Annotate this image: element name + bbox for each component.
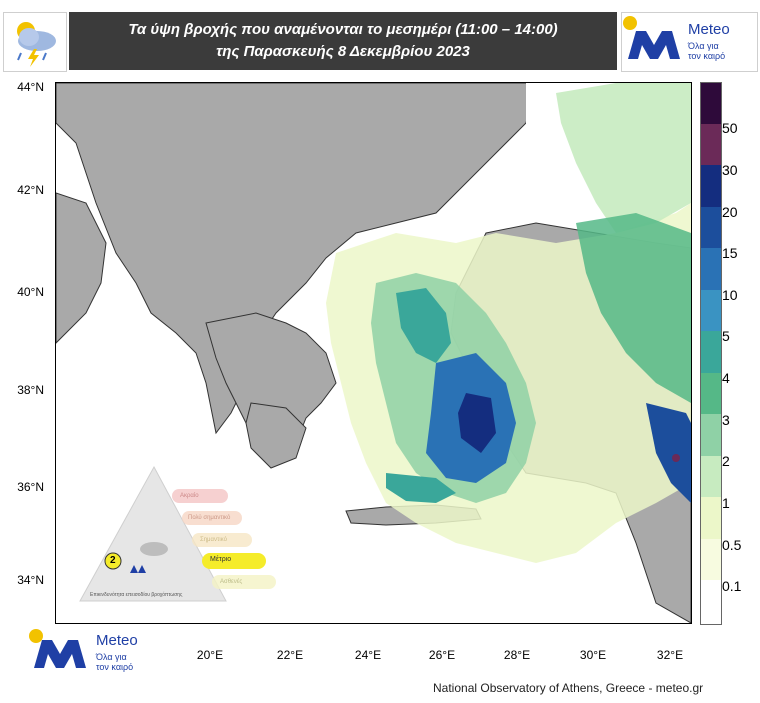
warning-row-5: Ασθενές (220, 579, 243, 585)
warning-row-2: Πολύ σημαντικό (188, 515, 231, 521)
warning-pyramid-graphic (79, 465, 276, 602)
lon-label-22: 22°E (276, 648, 304, 662)
lon-label-30: 30°E (579, 648, 607, 662)
legend-swatch-1 (701, 497, 721, 539)
legend-label-5: 5 (722, 328, 730, 344)
warning-row-3: Σημαντικό (200, 537, 227, 543)
lat-label-40: 40°N (17, 285, 44, 299)
lon-label-26: 26°E (428, 648, 456, 662)
warning-level-number: 2 (110, 555, 116, 566)
legend-label-3: 3 (722, 412, 730, 428)
legend-label-0-5: 0.5 (722, 537, 742, 553)
legend-label-50: 50 (722, 120, 738, 136)
lat-label-38: 38°N (17, 383, 44, 397)
meteo-tagline-top-1: Όλα για (688, 41, 719, 51)
warning-row-1: Ακραίο (180, 493, 199, 499)
legend-swatch-50 (701, 124, 721, 165)
rain-blue-east (646, 403, 691, 503)
legend-swatch-30 (701, 165, 721, 207)
rain-south (386, 473, 456, 503)
warning-level-label: Μέτριο (210, 556, 232, 563)
land-greece (205, 312, 337, 454)
legend-label-10: 10 (722, 287, 738, 303)
meteo-logo-bottom[interactable]: Meteo Όλα για τον καιρό (28, 628, 158, 674)
rain-darkblue-core (458, 393, 496, 453)
lon-label-24: 24°E (354, 648, 382, 662)
rain-green-north (556, 83, 691, 233)
legend-colorbar (700, 82, 722, 625)
legend-swatch-0-1 (701, 580, 721, 624)
legend-label-0-1: 0.1 (722, 578, 742, 594)
legend-swatch-10 (701, 290, 721, 331)
credit-text: National Observatory of Athens, Greece -… (433, 681, 704, 695)
meteo-logo-top[interactable]: Meteo Όλα για τον καιρό (621, 12, 758, 72)
lat-label-34: 34°N (17, 573, 44, 587)
meteo-m-icon-bottom (29, 629, 86, 668)
legend-swatch-15 (701, 248, 721, 290)
legend-swatch-3 (701, 414, 721, 456)
meteo-wordmark-bottom: Meteo (96, 632, 138, 649)
legend-swatch-0-5 (701, 539, 721, 580)
warning-caption: Επικινδυνότητα επεισοδίου βροχόπτωσης (90, 592, 183, 598)
rain-cloud-thunder-icon (3, 12, 67, 72)
legend-swatch-20 (701, 207, 721, 248)
meteo-tagline-bottom-2: τον καιρό (96, 662, 134, 672)
land-italy-heel (56, 192, 107, 344)
lon-label-20: 20°E (196, 648, 224, 662)
legend-swatch-5 (701, 331, 721, 373)
map-canvas (56, 83, 691, 623)
rain-teal-aegean (396, 288, 451, 363)
warning-pyramid: 2 Μέτριο Ακραίο Πολύ σημαντικό Σημαντικό… (76, 465, 286, 605)
legend-label-4: 4 (722, 370, 730, 386)
legend-label-15: 15 (722, 245, 738, 261)
meteo-tagline-bottom-1: Όλα για (96, 652, 127, 662)
meteo-m-icon (623, 16, 680, 59)
legend-label-30: 30 (722, 162, 738, 178)
legend-label-20: 20 (722, 204, 738, 220)
meteo-tagline-top-2: τον καιρό (688, 51, 726, 61)
precipitation-map (55, 82, 692, 624)
lat-label-44: 44°N (17, 80, 44, 94)
land-peloponnese (245, 402, 307, 469)
legend-label-2: 2 (722, 453, 730, 469)
title-line-2: της Παρασκευής 8 Δεκεμβρίου 2023 (216, 43, 470, 60)
rain-peak-east (672, 454, 680, 462)
legend-swatch-50plus (701, 83, 721, 124)
rain-teal-east (576, 213, 691, 403)
title-line-1: Τα ύψη βροχής που αναμένονται το μεσημέρ… (128, 21, 558, 38)
legend-swatch-4 (701, 373, 721, 414)
lon-label-32: 32°E (656, 648, 684, 662)
lat-label-42: 42°N (17, 183, 44, 197)
title-bar: Τα ύψη βροχής που αναμένονται το μεσημέρ… (69, 12, 617, 70)
lon-label-28: 28°E (503, 648, 531, 662)
legend-swatch-2 (701, 456, 721, 497)
meteo-wordmark-top: Meteo (688, 21, 730, 38)
lat-label-36: 36°N (17, 480, 44, 494)
legend-label-1: 1 (722, 495, 730, 511)
